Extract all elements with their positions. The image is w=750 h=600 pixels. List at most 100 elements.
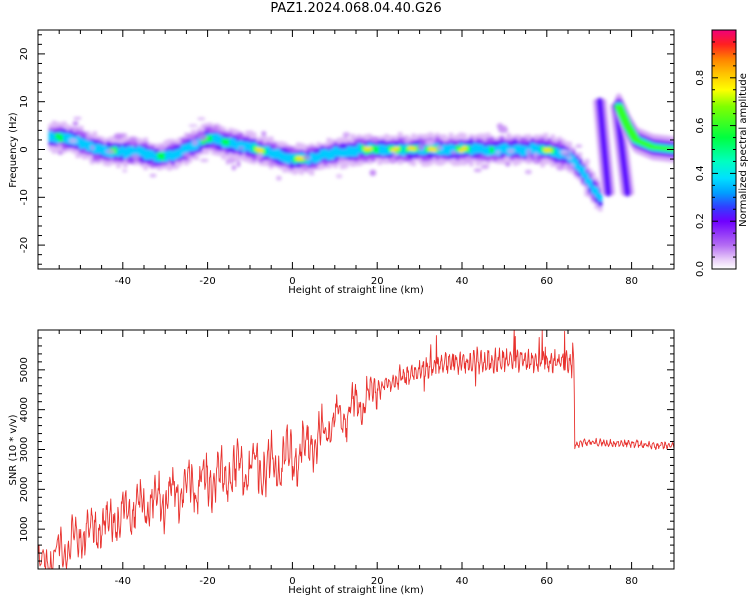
speckle [496, 123, 504, 130]
spectrogram-plot-area [48, 93, 674, 212]
ridge-cell [319, 149, 325, 160]
y-tick-label: -10 [19, 189, 30, 205]
speckle [122, 169, 128, 173]
ridge-cell [313, 153, 318, 164]
ridge-cell [99, 144, 104, 155]
speckle [335, 173, 343, 179]
x-tick-label: -20 [199, 276, 215, 287]
speckle [236, 160, 241, 168]
ridge-cell [282, 153, 288, 163]
ridge-cell [462, 146, 467, 151]
speckle [436, 145, 443, 151]
x-tick-label: 0 [289, 576, 295, 587]
x-tick-label: -40 [115, 276, 131, 287]
ridge-cell [404, 146, 410, 153]
ridge-cell [360, 145, 366, 152]
ridge-cell [387, 146, 393, 152]
ridge-cell [306, 155, 311, 165]
ridge-cell [268, 148, 274, 158]
ridge-cell [167, 150, 172, 160]
snr-frame [37, 329, 675, 570]
ridge-cell [265, 145, 271, 156]
ridge-cell [292, 156, 298, 163]
x-tick-label: -20 [199, 576, 215, 587]
colorbar-tick-label: 0.0 [695, 261, 706, 277]
ridge-cell [197, 137, 203, 146]
ridge-cell [214, 133, 220, 145]
ridge-cell [445, 144, 450, 156]
speckle [566, 156, 573, 160]
colorbar-tick-label: 0.8 [695, 70, 706, 86]
ridge-cell [218, 135, 223, 145]
speckle [85, 134, 93, 140]
speckle [197, 117, 206, 121]
ridge-cell [438, 145, 444, 156]
ridge-cell [370, 145, 376, 152]
ridge-cell [234, 141, 240, 151]
chart-title: PAZ1.2024.068.04.40.G26 [270, 1, 442, 16]
ridge-cell [472, 143, 478, 154]
speckle [261, 131, 267, 136]
ridge-cell [374, 146, 379, 154]
ridge-cell [238, 140, 243, 151]
ridge-cell [153, 153, 159, 162]
ridge-cell [92, 144, 98, 154]
ridge-cell [58, 134, 64, 142]
ridge-cell [570, 155, 576, 166]
ridge-cell [469, 145, 474, 156]
ridge-cell [577, 164, 583, 173]
speckle [526, 155, 532, 162]
speckle [575, 144, 583, 148]
speckle [238, 146, 245, 150]
speckle [57, 150, 64, 156]
ridge-cell [258, 148, 264, 153]
ridge-cell [584, 173, 589, 184]
ridge-cell [428, 146, 433, 152]
ridge-cell [343, 148, 349, 157]
speckle [213, 125, 219, 131]
ridge-cell [163, 151, 169, 163]
colorbar-gradient [711, 29, 737, 270]
speckle [368, 135, 379, 143]
ridge-cell [329, 148, 335, 160]
speckle [51, 122, 58, 128]
y-tick-label: -20 [19, 237, 30, 253]
ridge-cell [150, 150, 155, 160]
speckle [533, 159, 542, 165]
y-tick-label: 5000 [19, 357, 30, 382]
ridge-cell [591, 185, 596, 195]
ridge-cell [367, 147, 372, 154]
speckle [584, 158, 590, 165]
ridge-cell [177, 148, 182, 158]
speckle [303, 155, 311, 161]
ridge-cell [187, 142, 193, 152]
ridge-cell [594, 187, 600, 198]
ridge-cell [391, 148, 396, 152]
x-tick-label: 40 [456, 276, 469, 287]
x-tick-label: 20 [371, 576, 384, 587]
ridge-cell [207, 135, 213, 142]
ridge-cell [55, 133, 60, 140]
ridge-cell [489, 146, 494, 153]
speckle [128, 139, 138, 144]
ridge-cell [48, 131, 54, 142]
ridge-cell [363, 146, 369, 151]
snr-x-axis-label: Height of straight line (km) [288, 585, 424, 596]
ridge-cell [397, 145, 403, 152]
snr-panel: -40 -20 0 20 40 60 80 1000 2000 3000 4000 5000 Heig… [8, 329, 675, 596]
speckle [403, 139, 412, 143]
ridge-cell [299, 156, 305, 161]
speckle [268, 161, 278, 166]
y-tick-label: 20 [19, 48, 30, 61]
speckle [256, 152, 264, 159]
ridge-cell [296, 156, 301, 161]
speckle [200, 158, 209, 163]
ridge-cell [530, 142, 535, 154]
ridge-cell [350, 146, 355, 157]
ridge-cell [248, 142, 254, 153]
ridge-cell [140, 147, 145, 157]
speckle [119, 133, 128, 137]
speckle [524, 169, 532, 175]
ridge-cell [126, 146, 132, 157]
secondary-segment [592, 97, 616, 197]
